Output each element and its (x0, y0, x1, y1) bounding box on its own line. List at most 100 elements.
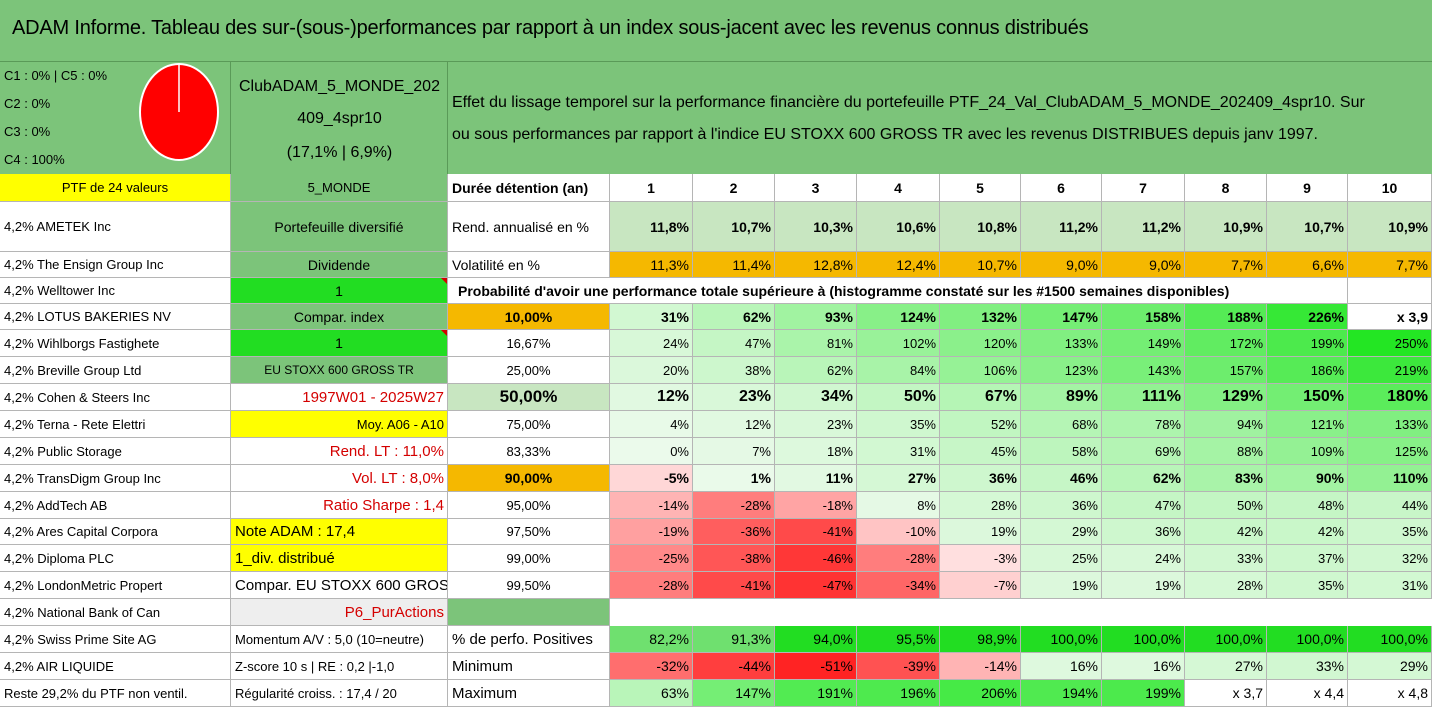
prob-value: 50% (857, 384, 940, 411)
max-value: 63% (610, 680, 693, 707)
prob-value: 31% (1348, 572, 1432, 599)
year-header: 3 (775, 174, 857, 202)
summary-line-2: C2 : 0% (4, 96, 51, 111)
prob-value: -28% (857, 545, 940, 572)
prob-value: 120% (940, 330, 1021, 357)
prob-value: 62% (693, 304, 775, 330)
prob-value: 67% (940, 384, 1021, 411)
holding-row: Reste 29,2% du PTF non ventil. (0, 680, 231, 707)
pos-value: 100,0% (1348, 626, 1432, 653)
prob-value: 1% (693, 465, 775, 492)
prob-value: 48% (1267, 492, 1348, 519)
prob-level: 95,00% (448, 492, 610, 519)
year-header: 7 (1102, 174, 1185, 202)
prob-level: 10,00% (448, 304, 610, 330)
comment-marker (441, 278, 447, 284)
prob-value: 28% (1185, 572, 1267, 599)
prob-value: -18% (775, 492, 857, 519)
prob-value: 42% (1267, 519, 1348, 545)
prob-value: 133% (1021, 330, 1102, 357)
min-value: -32% (610, 653, 693, 680)
rend-value: 10,3% (775, 202, 857, 252)
holding-row: 4,2% AMETEK Inc (0, 202, 231, 252)
prob-value: 0% (610, 438, 693, 465)
prob-value: 109% (1267, 438, 1348, 465)
prob-value: -41% (775, 519, 857, 545)
max-label: Maximum (448, 680, 610, 707)
info-cell: Compar. index (231, 304, 448, 330)
prob-value: 36% (1021, 492, 1102, 519)
prob-value: 19% (1102, 572, 1185, 599)
prob-value: -19% (610, 519, 693, 545)
description-box: Effet du lissage temporel sur la perform… (448, 62, 1432, 174)
prob-value: 123% (1021, 357, 1102, 384)
prob-value: 199% (1267, 330, 1348, 357)
prob-value: 29% (1021, 519, 1102, 545)
prob-value: -38% (693, 545, 775, 572)
holding-row: 4,2% Terna - Rete Elettri (0, 411, 231, 438)
comment-marker (441, 330, 447, 336)
prob-value: 20% (610, 357, 693, 384)
prob-value: 90% (1267, 465, 1348, 492)
pos-value: 82,2% (610, 626, 693, 653)
max-value: x 4,4 (1267, 680, 1348, 707)
prob-value: 125% (1348, 438, 1432, 465)
holding-row: 4,2% AddTech AB (0, 492, 231, 519)
prob-value: 158% (1102, 304, 1185, 330)
vol-label: Volatilité en % (448, 252, 610, 278)
duration-label: Durée détention (an) (448, 174, 610, 202)
pie-chart (139, 63, 219, 161)
prob-value: 149% (1102, 330, 1185, 357)
prob-value: 25% (1021, 545, 1102, 572)
year-header: 6 (1021, 174, 1102, 202)
portfolio-name-box: ClubADAM_5_MONDE_202 409_4spr10 (17,1% |… (231, 62, 448, 174)
vol-value: 10,7% (940, 252, 1021, 278)
vol-value: 9,0% (1102, 252, 1185, 278)
prob-value: 38% (693, 357, 775, 384)
prob-value: -46% (775, 545, 857, 572)
prob-value: 31% (610, 304, 693, 330)
prob-value: 32% (1348, 545, 1432, 572)
prob-value: 23% (693, 384, 775, 411)
prob-value: 78% (1102, 411, 1185, 438)
holding-row: 4,2% The Ensign Group Inc (0, 252, 231, 278)
prob-value: 8% (857, 492, 940, 519)
max-value: 191% (775, 680, 857, 707)
year-header: 2 (693, 174, 775, 202)
year-header: 4 (857, 174, 940, 202)
prob-value: 58% (1021, 438, 1102, 465)
prob-value: 44% (1348, 492, 1432, 519)
holding-row: 4,2% Wihlborgs Fastighete (0, 330, 231, 357)
prob-value: 133% (1348, 411, 1432, 438)
prob-value: 132% (940, 304, 1021, 330)
prob-value: 157% (1185, 357, 1267, 384)
info-cell: 1 (231, 330, 448, 357)
pos-label: % de perfo. Positives (448, 626, 610, 653)
prob-value: 172% (1185, 330, 1267, 357)
prob-value: 93% (775, 304, 857, 330)
pos-value: 100,0% (1102, 626, 1185, 653)
prob-value: 81% (775, 330, 857, 357)
rend-label: Rend. annualisé en % (448, 202, 610, 252)
max-value: 194% (1021, 680, 1102, 707)
prob-value: 4% (610, 411, 693, 438)
prob-value: 37% (1267, 545, 1348, 572)
prob-value: 28% (940, 492, 1021, 519)
rend-value: 11,2% (1021, 202, 1102, 252)
info-cell: Régularité croiss. : 17,4 / 20 (231, 680, 448, 707)
rend-value: 10,8% (940, 202, 1021, 252)
year-header: 10 (1348, 174, 1432, 202)
prob-value: 250% (1348, 330, 1432, 357)
info-cell: Vol. LT : 8,0% (231, 465, 448, 492)
info-cell: Ratio Sharpe : 1,4 (231, 492, 448, 519)
info-cell: P6_PurActions (231, 599, 448, 626)
prob-level: 25,00% (448, 357, 610, 384)
prob-value: 47% (1102, 492, 1185, 519)
rend-value: 10,7% (693, 202, 775, 252)
prob-level: 83,33% (448, 438, 610, 465)
prob-value: 52% (940, 411, 1021, 438)
max-value: 196% (857, 680, 940, 707)
min-value: 33% (1267, 653, 1348, 680)
prob-value: 62% (775, 357, 857, 384)
info-cell: 5_MONDE (231, 174, 448, 202)
